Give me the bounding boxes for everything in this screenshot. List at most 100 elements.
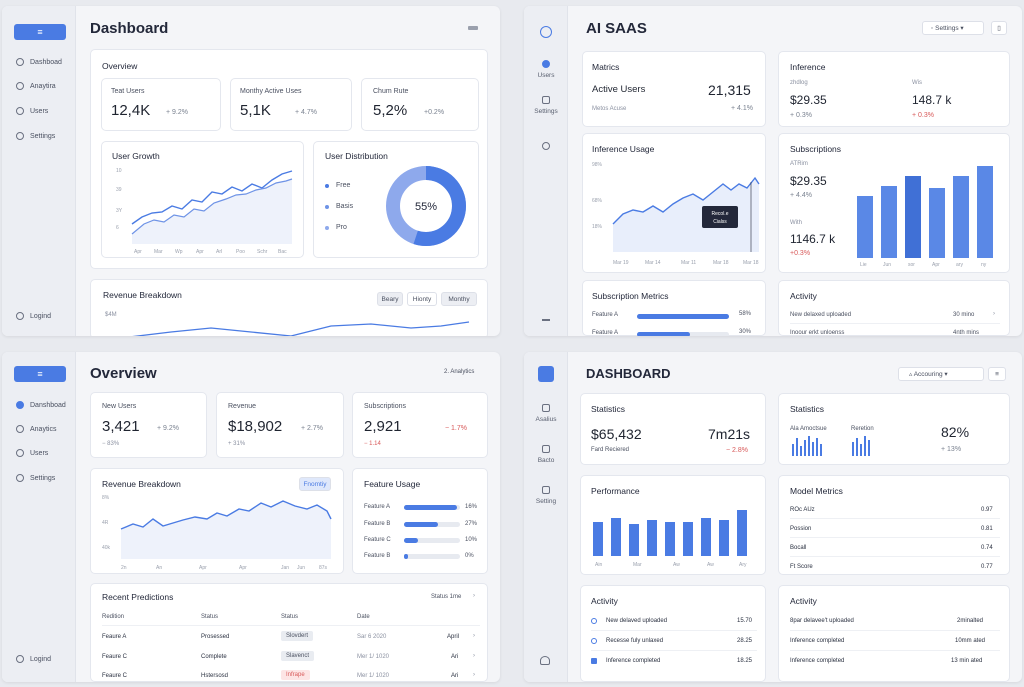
menu-button[interactable]: ≡ <box>14 24 66 40</box>
table-row[interactable]: Feaure C Hstersosd Infrape Mer 1/ 1020 A… <box>102 670 475 680</box>
progress-fill <box>404 554 409 559</box>
bar <box>647 520 657 556</box>
activity-time: 30 mino <box>953 312 975 318</box>
metric-label: Possion <box>790 526 812 532</box>
divider <box>102 625 480 626</box>
column-header[interactable]: Status <box>281 614 299 620</box>
x-tick: Bac <box>278 249 287 255</box>
gear-icon <box>542 96 550 104</box>
sidebar-item-analytics[interactable]: Anaytics <box>16 425 56 433</box>
area-fill <box>132 179 292 244</box>
tooltip-line: Recol.e <box>712 211 729 217</box>
metric-label: Ft Score <box>790 564 813 570</box>
bar <box>737 510 747 556</box>
chevron-right-icon[interactable]: › <box>473 593 475 599</box>
x-tick: Mar 19 <box>613 260 629 266</box>
account-select[interactable]: ▵ Accouring ▾ <box>898 367 984 381</box>
feature-value: 27% <box>465 521 478 527</box>
dashboard-icon <box>16 401 24 409</box>
sidebar-item-dashboard[interactable]: Danshboad <box>16 401 66 409</box>
logo-icon[interactable] <box>538 366 554 382</box>
column-header[interactable]: Redition <box>102 614 125 620</box>
users-icon <box>542 60 550 68</box>
table-row[interactable]: Feaure C Complete Slavenct Mer 1/ 1020 A… <box>102 651 475 661</box>
card-title: Revenue Breakdown <box>102 479 181 489</box>
bar <box>683 522 693 556</box>
column-header[interactable]: Status <box>201 614 219 620</box>
tab-monthly[interactable]: Monthy <box>441 292 477 306</box>
sidebar-item-bacto[interactable]: Bacto <box>524 445 568 464</box>
chevron-right-icon[interactable]: › <box>473 653 475 659</box>
stat-card: Chum Rute 5,2% +0.2% <box>361 78 479 131</box>
profile-icon[interactable] <box>540 656 550 665</box>
recent-predictions-card: Recent Predictions Status 1me › Redition… <box>90 583 488 682</box>
card-title: Activity <box>790 596 817 606</box>
chart-icon <box>542 404 550 412</box>
sidebar-item-users[interactable]: Users <box>16 107 48 115</box>
stat-delta: + 9.2% <box>157 425 179 432</box>
x-tick: sor <box>908 262 915 268</box>
metric-delta: + 0.3% <box>790 112 812 119</box>
user-icon[interactable] <box>540 26 552 38</box>
menu-button[interactable]: ≡ <box>14 366 66 382</box>
sidebar-item-analytics[interactable]: Anaytira <box>16 82 56 90</box>
sidebar: Asalius Bacto Setting <box>524 352 568 682</box>
legend-item: Free <box>325 182 350 189</box>
table-row[interactable]: Feaure A Prosessed Slovdert Sar 6 2020 A… <box>102 631 475 641</box>
card-title: Matrics <box>592 62 620 72</box>
page-title: Overview <box>90 365 157 382</box>
chart-title: User Distribution <box>325 151 388 161</box>
chevron-right-icon[interactable]: › <box>993 311 995 317</box>
tab-hourly[interactable]: Hionty <box>407 292 437 306</box>
sidebar-item-settings[interactable]: Settings <box>16 132 55 140</box>
bar <box>701 518 711 556</box>
bar <box>792 444 794 456</box>
user-icon: ◦ <box>931 25 936 32</box>
breadcrumb[interactable]: 2. Analytics <box>444 369 475 375</box>
menu-button[interactable]: ≡ <box>988 367 1006 381</box>
sidebar-item-logout[interactable]: Logind <box>16 655 51 663</box>
ai-saas-panel: Users Settings AI SAAS ◦ Settings ▾ ▯ Ma… <box>524 6 1022 336</box>
subscriptions-card: Subscriptions ATRim $29.35 + 4.4% With 1… <box>778 133 1010 273</box>
feature-label: Feature A <box>592 330 619 336</box>
chevron-right-icon[interactable]: › <box>473 633 475 639</box>
sidebar-item-logout[interactable]: Logind <box>16 312 51 320</box>
donut-value: 55% <box>415 201 437 213</box>
analytics-icon <box>16 82 24 90</box>
lightbulb-icon[interactable] <box>542 142 550 150</box>
sidebar-item-users[interactable]: Users <box>524 60 568 79</box>
activity-time: 4nth mins <box>953 330 980 336</box>
sidebar-item-dashboard[interactable]: Dashboad <box>16 58 62 66</box>
metric-delta: + 4.1% <box>731 105 753 112</box>
stat-label: Revenue <box>228 403 257 410</box>
feature-value: 10% <box>465 537 478 543</box>
tab-yearly[interactable]: Beary <box>377 292 403 306</box>
activity-value: 18.25 <box>737 658 753 664</box>
donut-chart: 55% <box>386 166 466 246</box>
sidebar-item-settings[interactable]: Settings <box>524 96 568 115</box>
sidebar-item-users[interactable]: Users <box>16 449 48 457</box>
sidebar-item-settings[interactable]: Settings <box>16 474 55 482</box>
stat-label: Chum Rute <box>373 88 409 95</box>
bar <box>719 520 729 556</box>
sidebar-item-settings[interactable]: Setting <box>524 486 568 505</box>
activity-value: 15.70 <box>737 618 753 624</box>
x-tick: Schr <box>257 249 268 255</box>
metric-delta: + 4.4% <box>790 192 812 199</box>
feature-value: 30% <box>739 329 752 335</box>
column-header[interactable]: Date <box>357 614 370 620</box>
minimize-icon[interactable] <box>468 26 478 30</box>
feature-label: Feature B <box>364 553 391 559</box>
x-tick: Apr <box>199 565 207 571</box>
download-icon[interactable] <box>542 314 550 321</box>
metrics-card: Matrics Active Users 21,315 Metos Acuse … <box>582 51 766 127</box>
chevron-right-icon[interactable]: › <box>473 672 475 678</box>
clipboard-button[interactable]: ▯ <box>991 21 1007 35</box>
activity-card: Activity New delaved uploaded 15.70 Rece… <box>580 585 766 682</box>
bar <box>852 442 854 456</box>
sidebar-item-analytics[interactable]: Asalius <box>524 404 568 423</box>
status-link[interactable]: Status 1me <box>431 594 462 600</box>
settings-button[interactable]: ◦ Settings ▾ <box>922 21 984 35</box>
card-title: Statistics <box>591 404 626 414</box>
tab-monthly[interactable]: Fnomtiy <box>299 477 331 491</box>
